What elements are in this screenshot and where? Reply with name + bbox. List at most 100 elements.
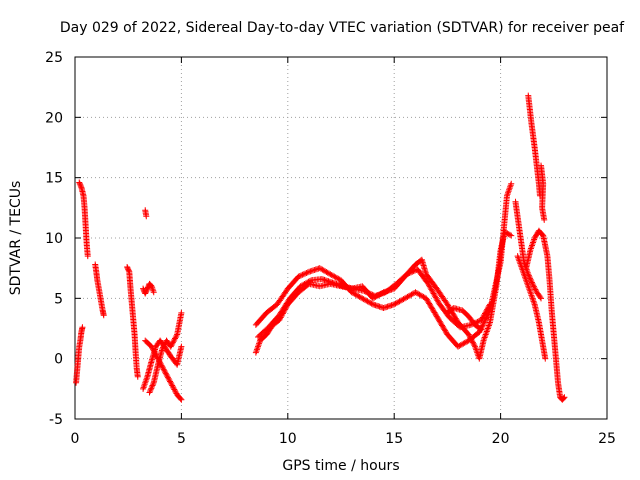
data-point — [475, 318, 482, 325]
data-point — [542, 355, 549, 362]
data-point — [143, 375, 150, 382]
x-axis-label: GPS time / hours — [282, 458, 399, 474]
data-point — [508, 232, 515, 239]
y-tick-label: 15 — [45, 171, 63, 187]
data-point — [527, 245, 534, 252]
data-point — [477, 325, 484, 332]
data-point — [531, 299, 538, 306]
data-point — [170, 338, 177, 345]
x-tick-label: 15 — [385, 431, 403, 447]
data-point — [252, 349, 259, 356]
data-point — [306, 277, 313, 284]
data-point — [158, 362, 165, 369]
data-point — [532, 286, 539, 293]
data-point — [485, 303, 492, 310]
data-point — [134, 373, 141, 380]
data-point — [506, 185, 513, 192]
data-point — [516, 259, 523, 266]
data-point — [403, 271, 410, 278]
data-point — [528, 278, 535, 285]
y-axis-label: SDTVAR / TECUs — [8, 181, 24, 296]
data-point — [295, 273, 302, 280]
x-tick-label: 20 — [492, 431, 510, 447]
data-point — [150, 289, 157, 296]
data-point — [479, 322, 486, 329]
data-point — [507, 183, 514, 190]
data-point — [483, 307, 490, 314]
data-point — [142, 379, 149, 386]
data-point — [527, 290, 534, 297]
data-point — [504, 191, 511, 198]
data-point — [529, 280, 536, 287]
data-point — [79, 324, 86, 331]
data-point — [298, 272, 305, 279]
data-point — [159, 346, 166, 353]
data-point — [162, 369, 169, 376]
data-point — [362, 288, 369, 295]
data-point — [163, 371, 170, 378]
data-point — [147, 388, 154, 395]
data-point — [364, 289, 371, 296]
data-point — [527, 276, 534, 283]
data-point — [148, 343, 155, 350]
data-point — [300, 271, 307, 278]
data-point — [538, 295, 545, 302]
data-point — [368, 300, 375, 307]
data-point — [407, 269, 414, 276]
data-point — [172, 387, 179, 394]
data-point — [159, 365, 166, 372]
data-point — [169, 340, 176, 347]
data-point — [505, 231, 512, 238]
data-point — [537, 294, 544, 301]
data-point — [529, 295, 536, 302]
data-point — [406, 269, 413, 276]
data-point — [484, 306, 491, 313]
data-point — [506, 231, 513, 238]
data-point — [561, 394, 568, 401]
data-point — [150, 347, 157, 354]
y-tick-label: 20 — [45, 110, 63, 126]
y-tick-label: -5 — [49, 412, 63, 428]
data-point — [100, 312, 107, 319]
data-point — [170, 385, 177, 392]
data-point — [169, 339, 176, 346]
data-point — [255, 343, 262, 350]
data-point — [178, 396, 185, 403]
data-point — [151, 348, 158, 355]
data-point — [149, 344, 156, 351]
data-point — [518, 263, 525, 270]
data-point — [140, 384, 147, 391]
data-point — [172, 335, 179, 342]
data-point — [526, 286, 533, 293]
data-point — [482, 331, 489, 338]
data-point — [484, 305, 491, 312]
data-point — [143, 213, 150, 220]
data-point — [481, 336, 488, 343]
data-point — [143, 376, 150, 383]
data-point — [486, 301, 493, 308]
data-point — [366, 290, 373, 297]
data-point — [560, 395, 567, 402]
data-point — [528, 244, 535, 251]
data-point — [161, 341, 168, 348]
data-point — [528, 293, 535, 300]
data-point — [541, 216, 548, 223]
data-point — [470, 340, 477, 347]
data-point — [480, 320, 487, 327]
data-point — [141, 381, 148, 388]
data-point — [505, 188, 512, 195]
data-point — [515, 256, 522, 263]
data-point — [482, 309, 489, 316]
data-point — [480, 319, 487, 326]
data-point — [172, 334, 179, 341]
data-point — [171, 336, 178, 343]
x-tick-label: 5 — [177, 431, 186, 447]
data-point — [166, 377, 173, 384]
data-point — [299, 271, 306, 278]
data-point — [150, 346, 157, 353]
data-point — [530, 298, 537, 305]
data-point — [483, 330, 490, 337]
data-point — [84, 253, 91, 260]
data-point — [162, 370, 169, 377]
